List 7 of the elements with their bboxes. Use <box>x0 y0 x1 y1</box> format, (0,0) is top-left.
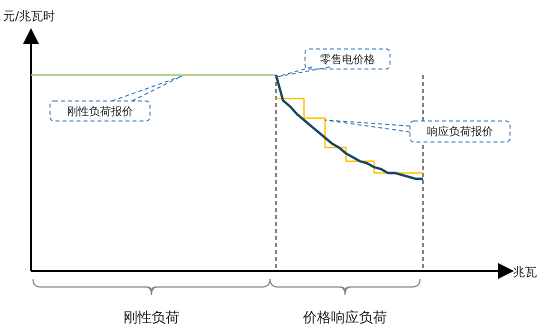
text: 零售电价格 <box>320 53 375 66</box>
annotation: 刚性负荷报价 <box>67 105 133 118</box>
text: 价格响应负荷 <box>302 310 387 326</box>
y-axis-title: 元/兆瓦时 <box>3 9 56 23</box>
annotation: 响应负荷报价 <box>427 125 493 138</box>
x-axis-title: 兆瓦 <box>513 265 537 279</box>
text: 刚性负荷 <box>124 310 180 326</box>
